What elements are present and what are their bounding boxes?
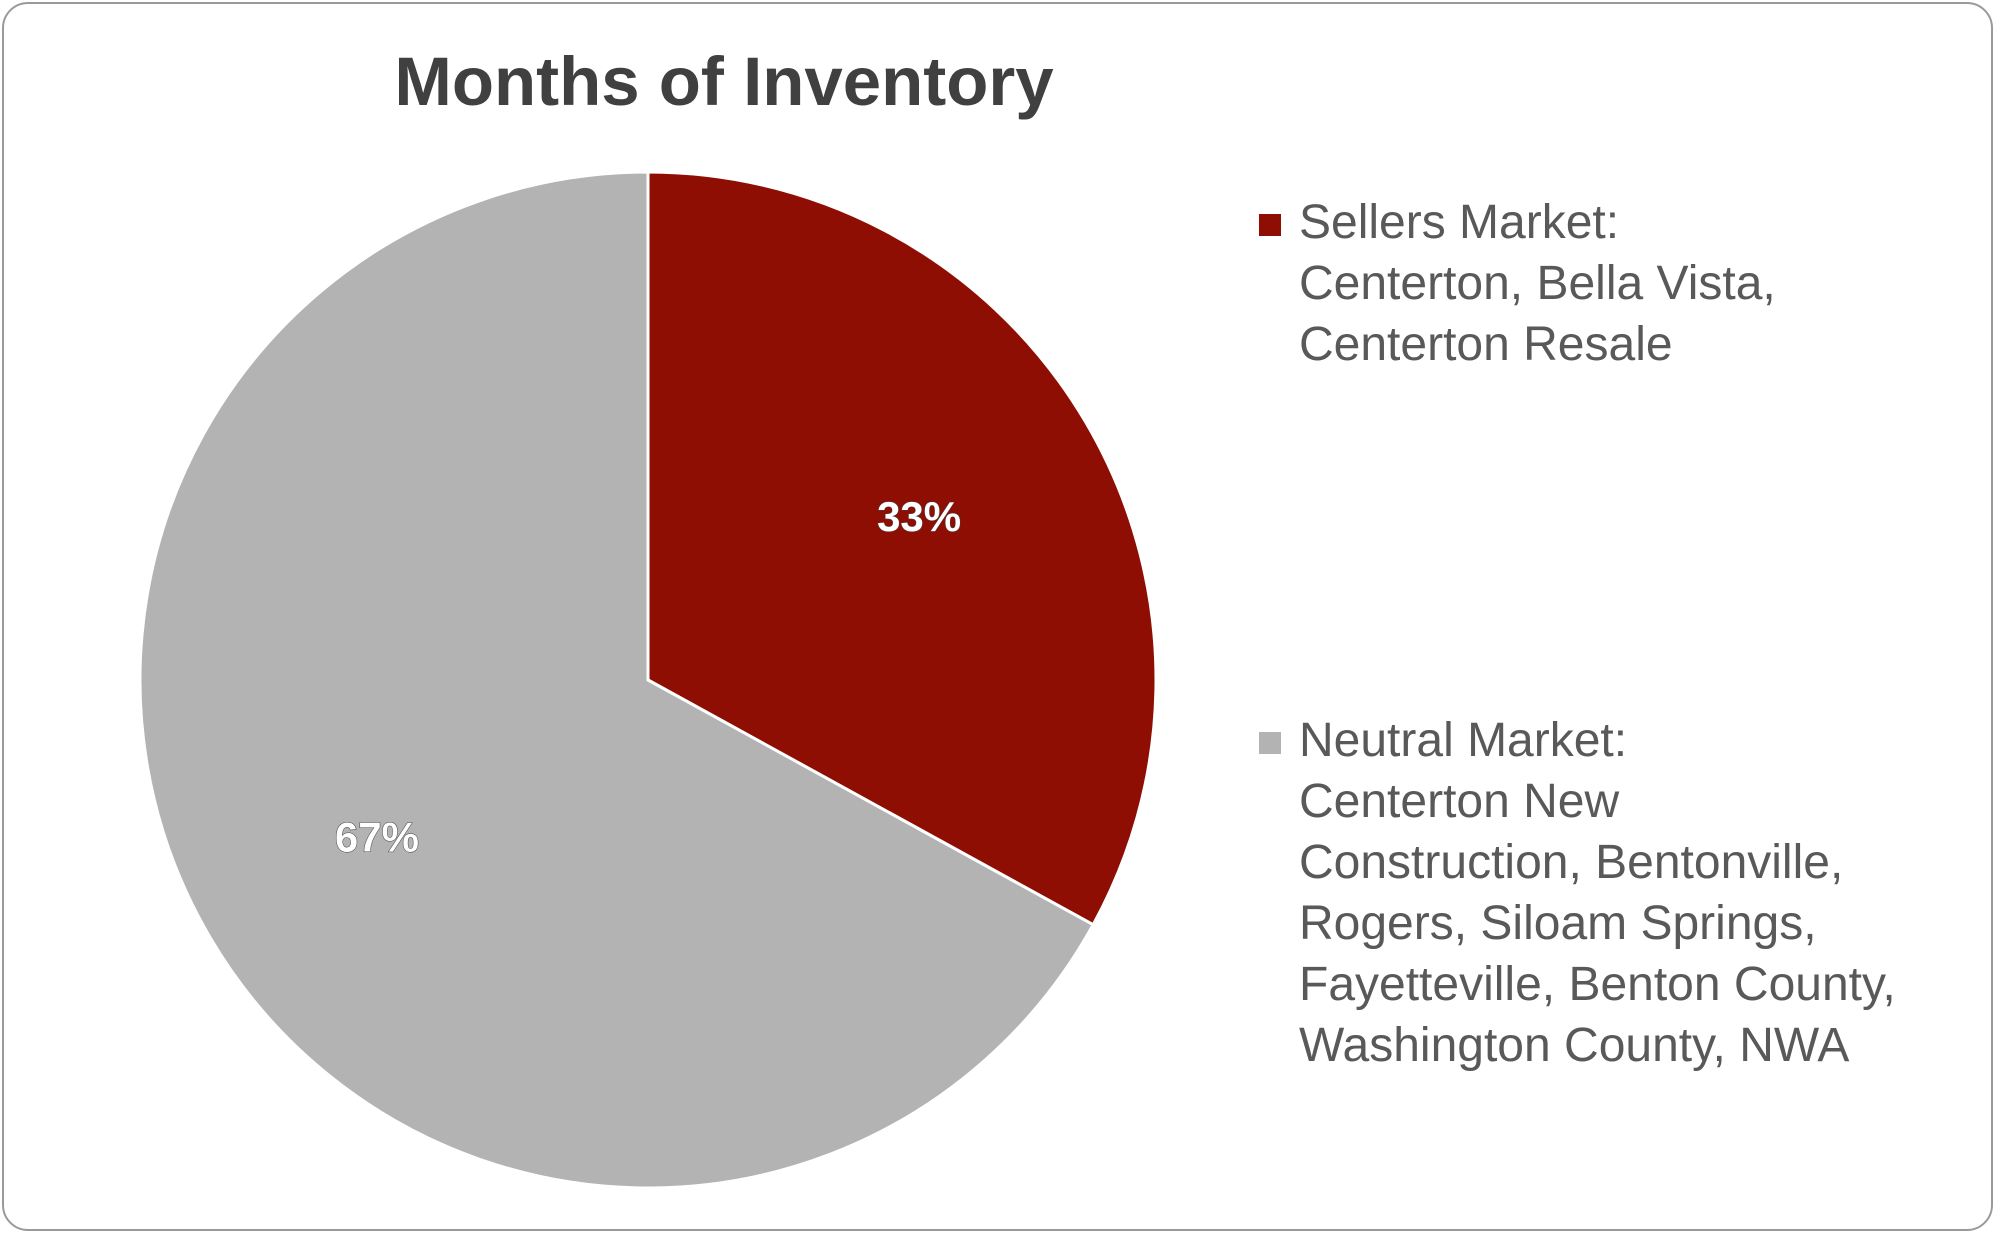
pie-slice-1 bbox=[138, 170, 1096, 1190]
pie-chart: 33% 67% bbox=[138, 170, 1158, 1190]
legend-line: Centerton New bbox=[1299, 775, 1620, 828]
legend-swatch-neutral-market bbox=[1259, 732, 1281, 754]
legend-label-neutral-market: Neutral Market: Centerton New Constructi… bbox=[1299, 710, 1959, 1076]
legend-line: Neutral Market: bbox=[1299, 714, 1628, 767]
legend-line: Sellers Market: bbox=[1299, 196, 1620, 249]
pie-slice-0 bbox=[646, 170, 1158, 927]
data-label-1: 67% bbox=[335, 813, 419, 860]
legend-line: Construction, Bentonville, bbox=[1299, 836, 1844, 889]
legend-line: Centerton Resale bbox=[1299, 318, 1673, 371]
legend-swatch-sellers-market bbox=[1259, 214, 1281, 236]
legend-line: Centerton, Bella Vista, bbox=[1299, 257, 1776, 310]
data-label-0: 33% bbox=[877, 493, 961, 540]
legend-line: Washington County, NWA bbox=[1299, 1019, 1850, 1072]
chart-title: Months of Inventory bbox=[394, 43, 1054, 120]
legend-line: Rogers, Siloam Springs, bbox=[1299, 897, 1817, 950]
legend-line: Fayetteville, Benton County, bbox=[1299, 958, 1896, 1011]
legend-label-sellers-market: Sellers Market: Centerton, Bella Vista, … bbox=[1299, 192, 1959, 375]
